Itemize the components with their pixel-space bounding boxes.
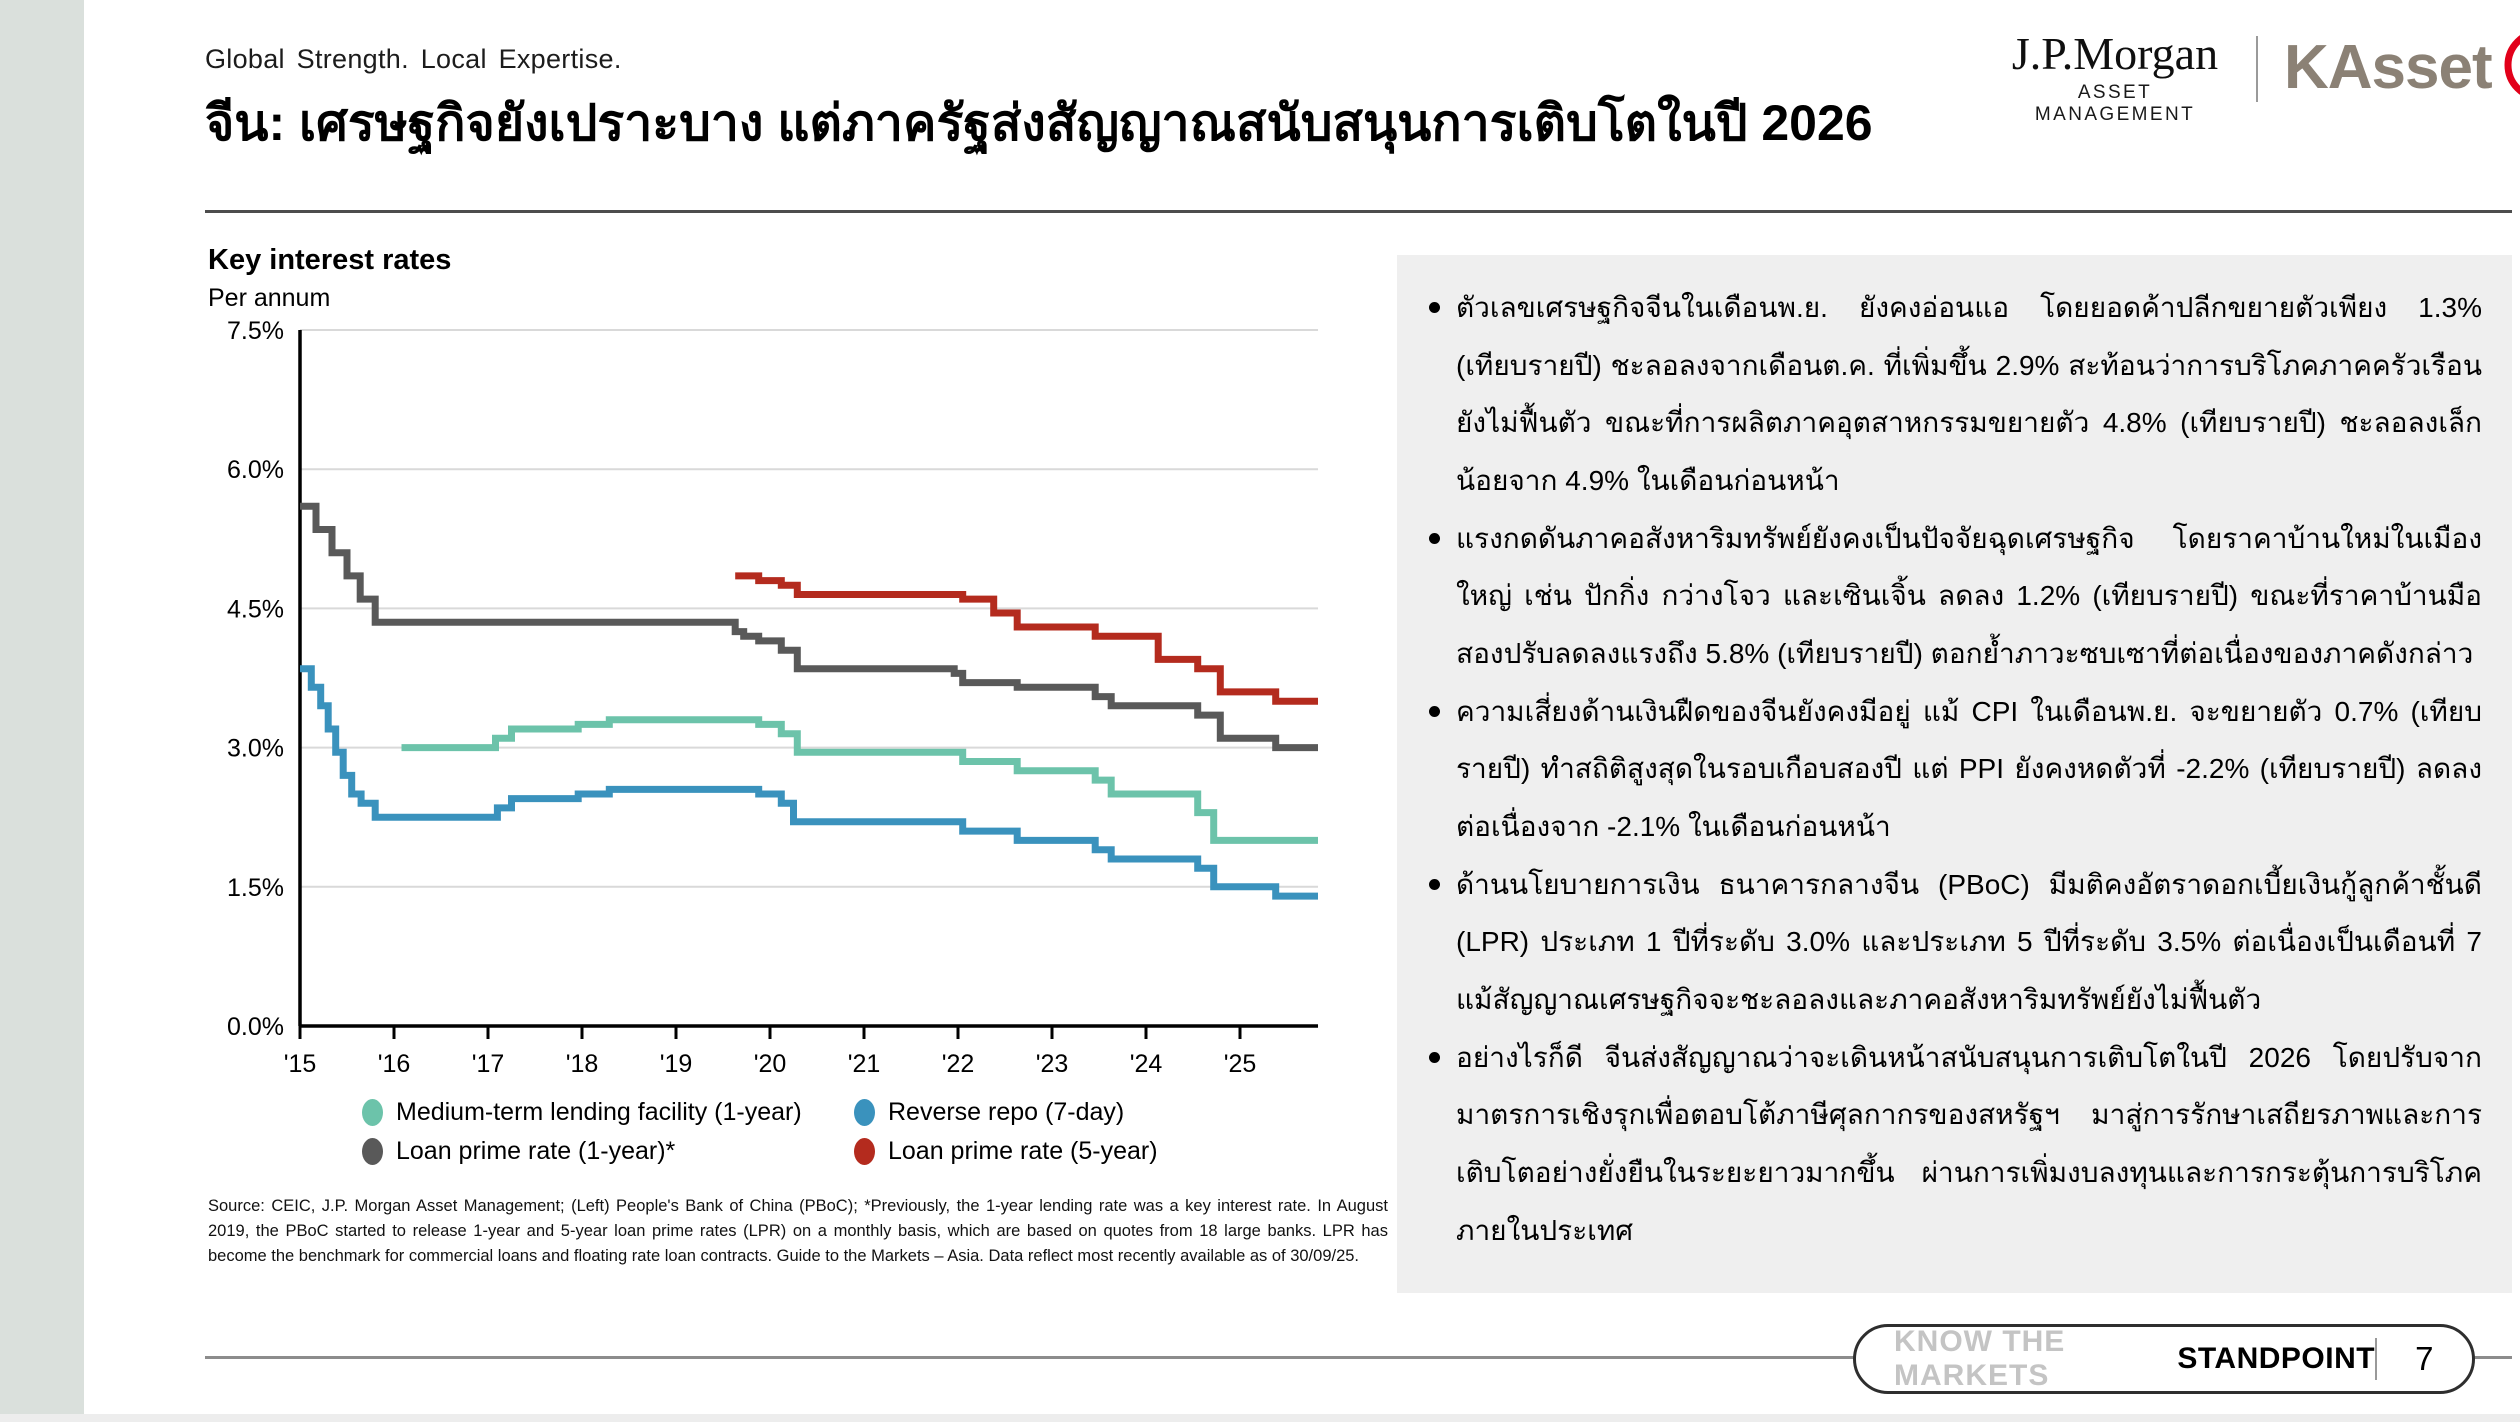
- bullet-text: ตัวเลขเศรษฐกิจจีนในเดือนพ.ย. ยังคงอ่อนแอ…: [1456, 292, 2482, 497]
- bottom-strip: [0, 1414, 2520, 1422]
- bullet-item: ด้านนโยบายการเงิน ธนาคารกลางจีน (PBoC) ม…: [1429, 856, 2482, 1029]
- commentary-panel: ตัวเลขเศรษฐกิจจีนในเดือนพ.ย. ยังคงอ่อนแอ…: [1397, 255, 2512, 1293]
- series-line: [735, 572, 1318, 705]
- footer-know-the-markets: KNOW THE MARKETS: [1894, 1325, 2066, 1392]
- source-note: Source: CEIC, J.P. Morgan Asset Manageme…: [208, 1197, 1388, 1266]
- x-axis-tick-label: '24: [1130, 1050, 1163, 1078]
- left-accent-strip: [0, 0, 84, 1414]
- x-axis-tick-label: '19: [660, 1050, 693, 1078]
- x-axis-tick-label: '25: [1224, 1050, 1257, 1078]
- bullet-item: อย่างไรก็ดี จีนส่งสัญญาณว่าจะเดินหน้าสนั…: [1429, 1029, 2482, 1260]
- legend-label: Reverse repo (7-day): [888, 1098, 1125, 1126]
- legend-label: Loan prime rate (1-year)*: [396, 1137, 676, 1165]
- bullet-dot: [1429, 878, 1440, 890]
- footer-standpoint: STANDPOINT: [2177, 1342, 2376, 1375]
- bullet-text: ความเสี่ยงด้านเงินฝืดของจีนยังคงมีอยู่ แ…: [1456, 695, 2482, 843]
- footer-divider: [2375, 1338, 2377, 1380]
- logo-divider: [2256, 36, 2258, 102]
- bullet-item: แรงกดดันภาคอสังหาริมทรัพย์ยังคงเป็นปัจจั…: [1429, 510, 2482, 683]
- bullet-dot: [1429, 532, 1440, 544]
- legend-label: Medium-term lending facility (1-year): [396, 1098, 802, 1126]
- legend-marker: [854, 1138, 875, 1165]
- y-axis-tick-label: 6.0%: [227, 456, 284, 484]
- bullet-dot: [1429, 302, 1440, 313]
- page-number: 7: [2415, 1340, 2434, 1377]
- series-line: [300, 502, 1318, 752]
- kasset-logo: KAsset: [2284, 28, 2520, 107]
- x-axis-tick-label: '23: [1036, 1050, 1069, 1078]
- footer-rule: [205, 1356, 2512, 1359]
- x-axis-tick-label: '15: [284, 1050, 317, 1078]
- bullet-text: อย่างไรก็ดี จีนส่งสัญญาณว่าจะเดินหน้าสนั…: [1456, 1041, 2482, 1246]
- x-axis-tick-label: '16: [378, 1050, 411, 1078]
- x-axis-tick-label: '17: [472, 1050, 505, 1078]
- jpmorgan-subtitle: ASSET MANAGEMENT: [2034, 82, 2196, 126]
- legend-marker: [854, 1099, 875, 1126]
- x-axis-tick-label: '22: [942, 1050, 975, 1078]
- legend-label: Loan prime rate (5-year): [888, 1137, 1158, 1165]
- chart-title: Key interest rates: [208, 244, 452, 276]
- x-axis-tick-label: '21: [848, 1050, 881, 1078]
- chart-subtitle: Per annum: [208, 284, 331, 312]
- series-line: [300, 665, 1318, 900]
- bullet-text: ด้านนโยบายการเงิน ธนาคารกลางจีน (PBoC) ม…: [1456, 868, 2482, 1016]
- bullet-text: แรงกดดันภาคอสังหาริมทรัพย์ยังคงเป็นปัจจั…: [1456, 522, 2482, 670]
- bullet-dot: [1429, 1051, 1440, 1063]
- title-rule: [205, 210, 2512, 213]
- legend-item: Medium-term lending facility (1-year): [362, 1098, 854, 1127]
- bullet-item: ความเสี่ยงด้านเงินฝืดของจีนยังคงมีอยู่ แ…: [1429, 683, 2482, 856]
- legend-item: Reverse repo (7-day): [854, 1098, 1158, 1127]
- legend-item: Loan prime rate (1-year)*: [362, 1137, 854, 1166]
- kasset-wordmark: KAsset: [2284, 32, 2493, 102]
- kasset-sprout-icon: [2504, 28, 2520, 107]
- legend-item: Loan prime rate (5-year): [854, 1137, 1158, 1166]
- series-line: [401, 716, 1318, 844]
- legend-marker: [362, 1099, 383, 1126]
- x-axis-tick-label: '20: [754, 1050, 787, 1078]
- y-axis-tick-label: 3.0%: [227, 735, 284, 763]
- legend-marker: [362, 1138, 383, 1165]
- y-axis-tick-label: 1.5%: [227, 874, 284, 902]
- y-axis-tick-label: 7.5%: [227, 320, 284, 345]
- jpmorgan-wordmark: J.P.Morgan: [2011, 28, 2219, 79]
- y-axis-tick-label: 0.0%: [227, 1013, 284, 1041]
- key-interest-rates-chart: 0.0% 1.5% 3.0% 4.5% 6.0% 7.5% '15 '16 '17 '18 '19 '…: [227, 320, 1319, 1078]
- y-axis-tick-label: 4.5%: [227, 595, 284, 623]
- chart-legend: Medium-term lending facility (1-year) Rev…: [362, 1098, 1158, 1166]
- bullet-dot: [1429, 705, 1440, 717]
- brand-tagline: Global Strength. Local Expertise.: [205, 44, 622, 74]
- jpmorgan-logo: J.P.Morgan ASSET MANAGEMENT: [1995, 28, 2235, 126]
- bullet-item: ตัวเลขเศรษฐกิจจีนในเดือนพ.ย. ยังคงอ่อนแอ…: [1429, 279, 2482, 510]
- footer-badge: KNOW THE MARKETS STANDPOINT 7: [1853, 1324, 2475, 1394]
- page-title: จีน: เศรษฐกิจยังเปราะบาง แต่ภาครัฐส่งสัญ…: [205, 95, 1873, 151]
- x-axis-tick-label: '18: [566, 1050, 599, 1078]
